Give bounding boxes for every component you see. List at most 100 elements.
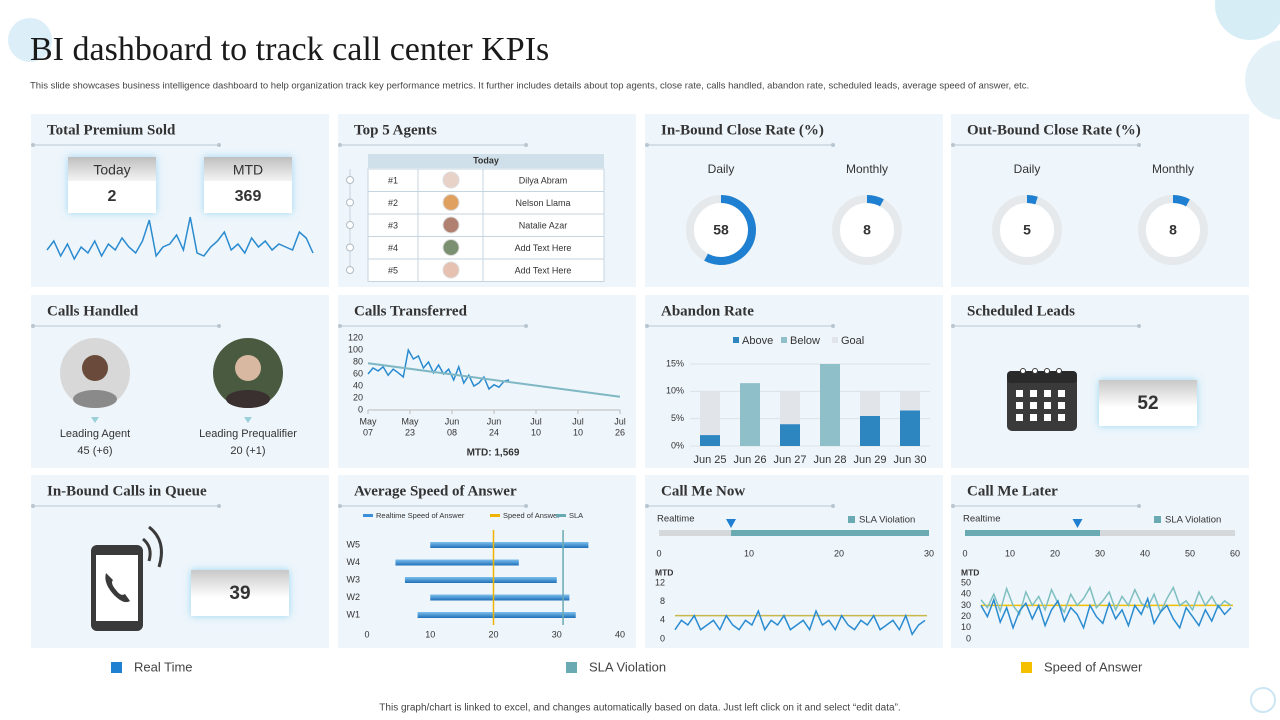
rule-dot — [831, 143, 835, 147]
x-tick-label: 10 — [573, 427, 583, 437]
rule-dot — [831, 324, 835, 328]
y-tick-label: 30 — [961, 600, 971, 610]
y-tick-label: W1 — [347, 609, 361, 619]
agent-avatar — [442, 216, 460, 234]
rule-dot — [338, 143, 342, 147]
y-tick-label: 10 — [961, 622, 971, 632]
rule-dot — [645, 143, 649, 147]
person-value: 45 (+6) — [77, 445, 112, 457]
panel-title: Average Speed of Answer — [354, 483, 517, 499]
y-tick-label: 0% — [671, 440, 684, 450]
signal-wave — [142, 537, 152, 562]
legend-swatch — [848, 516, 855, 523]
y-tick-label: 50 — [961, 577, 971, 587]
rule-dot — [31, 143, 35, 147]
x-tick-label: Jun 25 — [693, 454, 726, 466]
card-label: MTD — [233, 162, 263, 178]
panel-bg — [645, 475, 943, 648]
panel: Abandon Rate 0% 5% 10% 15% Above Below Goal Jun … — [645, 295, 943, 468]
calendar-day — [1044, 402, 1051, 409]
agent-rank: #4 — [388, 243, 398, 253]
page-subtitle: This slide showcases business intelligen… — [30, 81, 1029, 92]
y-tick-label: 40 — [353, 380, 363, 390]
y-tick-label: 20 — [353, 392, 363, 402]
y-tick-label: 40 — [961, 589, 971, 599]
gauge-label: Daily — [708, 162, 735, 176]
agent-avatar — [442, 239, 460, 256]
range-bar — [404, 577, 557, 583]
person-label: Leading Agent — [60, 428, 130, 440]
panel-title: In-Bound Calls in Queue — [47, 483, 207, 499]
legend-label: SLA — [569, 511, 583, 520]
panel-title: Out-Bound Close Rate (%) — [967, 122, 1141, 138]
footer-note: This graph/chart is linked to excel, and… — [379, 703, 900, 714]
rule-dot — [831, 504, 835, 508]
agent-name: Add Text Here — [515, 265, 572, 275]
panel-title: Call Me Now — [661, 483, 745, 499]
legend-swatch — [1021, 662, 1032, 673]
legend-label: Goal — [841, 335, 864, 347]
gauge-value: 8 — [1169, 222, 1177, 238]
y-tick-label: W2 — [347, 592, 361, 602]
agent-avatar — [442, 171, 460, 189]
x-tick-label: 0 — [364, 629, 369, 639]
legend-label: SLA Violation — [1165, 515, 1221, 526]
gauge-arc — [866, 195, 884, 207]
photo-body — [226, 390, 270, 408]
x-tick-label: 30 — [552, 629, 562, 639]
data-line — [980, 596, 1232, 631]
phone-screen — [96, 555, 138, 621]
table-row — [367, 168, 605, 192]
x-tick-label: Jun 28 — [813, 454, 846, 466]
bar-segment — [700, 391, 720, 436]
calendar-day — [1058, 402, 1065, 409]
table-row — [367, 213, 605, 237]
calendar-day — [1030, 414, 1037, 421]
pointer — [91, 417, 99, 423]
agent-rank: #3 — [388, 220, 398, 230]
panel-title: Scheduled Leads — [967, 303, 1075, 319]
page-title: BI dashboard to track call center KPIs — [30, 31, 549, 68]
legend-label: Above — [742, 335, 773, 347]
range-bar — [417, 612, 576, 618]
x-tick-label: 40 — [1140, 548, 1150, 558]
x-tick-label: 60 — [1230, 548, 1240, 558]
gauge-label: Daily — [1014, 162, 1041, 176]
x-tick-label: Jul — [614, 416, 626, 426]
legend-label: Realtime Speed of Answer — [376, 511, 465, 520]
rule-dot — [1137, 504, 1141, 508]
x-tick-label: Jun 26 — [733, 454, 766, 466]
card-value: 2 — [108, 188, 117, 205]
y-tick-label: 20 — [961, 611, 971, 621]
card — [191, 570, 289, 616]
photo-head — [235, 355, 261, 381]
x-tick-label: 20 — [1050, 548, 1060, 558]
table-header-bg — [368, 154, 604, 168]
x-tick-label: 10 — [744, 548, 754, 558]
progress-marker — [1072, 519, 1083, 528]
timeline-dot — [346, 176, 354, 184]
gauge-inner — [699, 208, 743, 252]
rule-dot — [217, 504, 221, 508]
photo-head — [82, 355, 108, 381]
panel-title: Calls Handled — [47, 303, 139, 319]
decor-bubble — [1245, 40, 1280, 120]
calendar-day — [1016, 402, 1023, 409]
panel-title: In-Bound Close Rate (%) — [661, 122, 824, 138]
gauge-value: 5 — [1023, 222, 1031, 238]
gauge-inner — [1005, 208, 1049, 252]
rule-dot — [951, 143, 955, 147]
range-bar — [395, 559, 519, 566]
calendar-day — [1058, 390, 1065, 397]
y-tick-label: 0 — [660, 633, 665, 643]
summary-note: MTD: 1,569 — [467, 448, 520, 459]
rule-dot — [217, 324, 221, 328]
panel: Calls Transferred020406080100120May07May… — [338, 295, 636, 468]
panel-bg — [645, 114, 943, 287]
rule-dot — [645, 324, 649, 328]
rule-dot — [1137, 324, 1141, 328]
legend-label: Speed of Answer — [1044, 659, 1143, 674]
legend-label: Real Time — [134, 659, 193, 674]
